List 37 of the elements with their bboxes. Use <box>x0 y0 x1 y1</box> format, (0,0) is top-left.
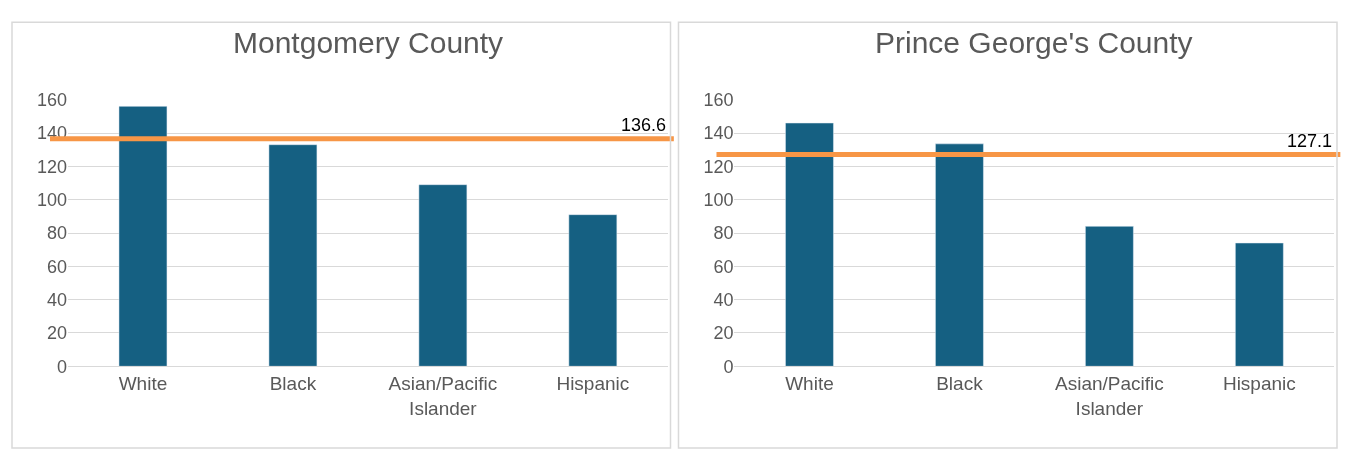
ref-line-label: 127.1 <box>1287 131 1333 151</box>
bar <box>785 122 834 367</box>
ref-line-label: 136.6 <box>621 115 667 135</box>
x-tick-label: Asian/Pacific Islander <box>1055 373 1164 419</box>
bar <box>1235 242 1284 367</box>
x-tick-label: White <box>118 373 168 395</box>
y-tick-label: 80 <box>713 223 734 244</box>
y-tick-label: 0 <box>56 356 67 377</box>
y-tick-label: 40 <box>46 289 67 310</box>
y-tick-label: 20 <box>713 323 734 344</box>
y-tick-label: 100 <box>36 189 67 210</box>
x-tick-label: White <box>785 373 834 395</box>
y-tick-label: 140 <box>703 123 734 144</box>
chart-title: Prince George's County <box>875 26 1193 59</box>
x-tick-label: Hispanic <box>1222 373 1296 395</box>
y-tick-label: 120 <box>36 156 67 177</box>
chart-title: Montgomery County <box>233 26 504 59</box>
x-tick-label: Black <box>936 373 984 395</box>
bar <box>418 184 468 367</box>
y-tick-label: 60 <box>46 256 67 277</box>
bar <box>568 214 618 367</box>
y-tick-label: 120 <box>703 156 734 177</box>
y-tick-label: 160 <box>36 90 67 110</box>
y-tick-label: 80 <box>46 223 67 244</box>
x-tick-label: Hispanic <box>556 373 630 395</box>
bar <box>935 143 984 367</box>
bar <box>118 106 168 367</box>
x-tick-label: Black <box>269 373 317 395</box>
y-tick-label: 20 <box>46 323 67 344</box>
y-tick-label: 60 <box>713 256 734 277</box>
y-tick-label: 0 <box>723 356 734 377</box>
x-tick-label: Asian/Pacific Islander <box>388 373 498 419</box>
bar <box>1085 226 1134 367</box>
y-tick-label: 40 <box>713 289 734 310</box>
y-tick-label: 100 <box>703 189 734 210</box>
y-tick-label: 160 <box>703 90 734 110</box>
bar <box>268 144 318 367</box>
